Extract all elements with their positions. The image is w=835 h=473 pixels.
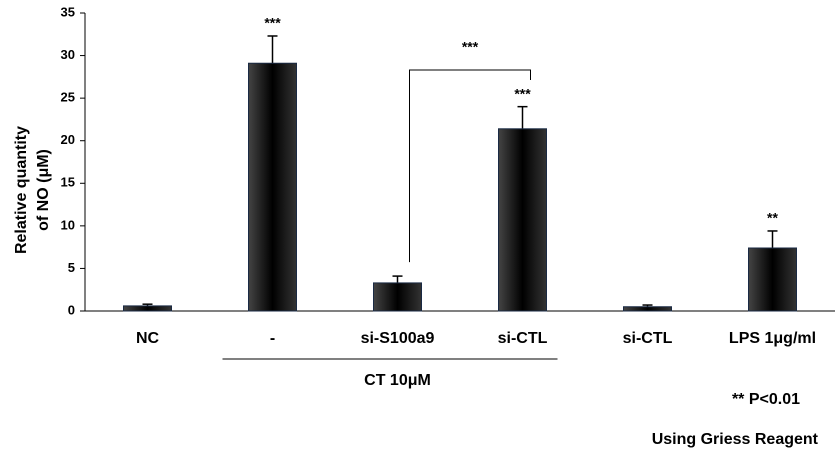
bar — [248, 62, 297, 312]
significance: ** — [767, 210, 778, 226]
y-tick-label: 35 — [61, 4, 75, 19]
y-tick-label: 25 — [61, 90, 75, 105]
bar — [623, 306, 672, 312]
bracket-label: *** — [462, 39, 479, 55]
significance: *** — [264, 15, 281, 31]
bracket — [409, 69, 531, 263]
y-axis-label: of NO (μM) — [35, 149, 52, 231]
bar — [748, 247, 797, 312]
x-tick-label: - — [270, 330, 275, 347]
y-tick-label: 10 — [61, 217, 75, 232]
y-tick-label: 0 — [68, 302, 75, 317]
y-axis-label: Relative quantity — [13, 126, 30, 254]
group-label: CT 10μM — [364, 372, 431, 389]
note: ** P<0.01 — [732, 391, 800, 408]
note: Using Griess Reagent — [652, 431, 819, 448]
x-tick-label: si-CTL — [498, 330, 548, 347]
bar — [498, 128, 547, 312]
significance: *** — [514, 85, 531, 101]
y-tick-label: 30 — [61, 47, 75, 62]
x-tick-label: NC — [136, 330, 160, 347]
x-tick-label: si-CTL — [623, 330, 673, 347]
y-tick-label: 15 — [61, 175, 75, 190]
bar — [373, 282, 422, 312]
y-tick-label: 5 — [68, 260, 75, 275]
x-tick-label: si-S100a9 — [361, 330, 435, 347]
y-tick-label: 20 — [61, 132, 75, 147]
x-tick-label: LPS 1μg/ml — [729, 330, 816, 347]
bar — [123, 305, 172, 312]
